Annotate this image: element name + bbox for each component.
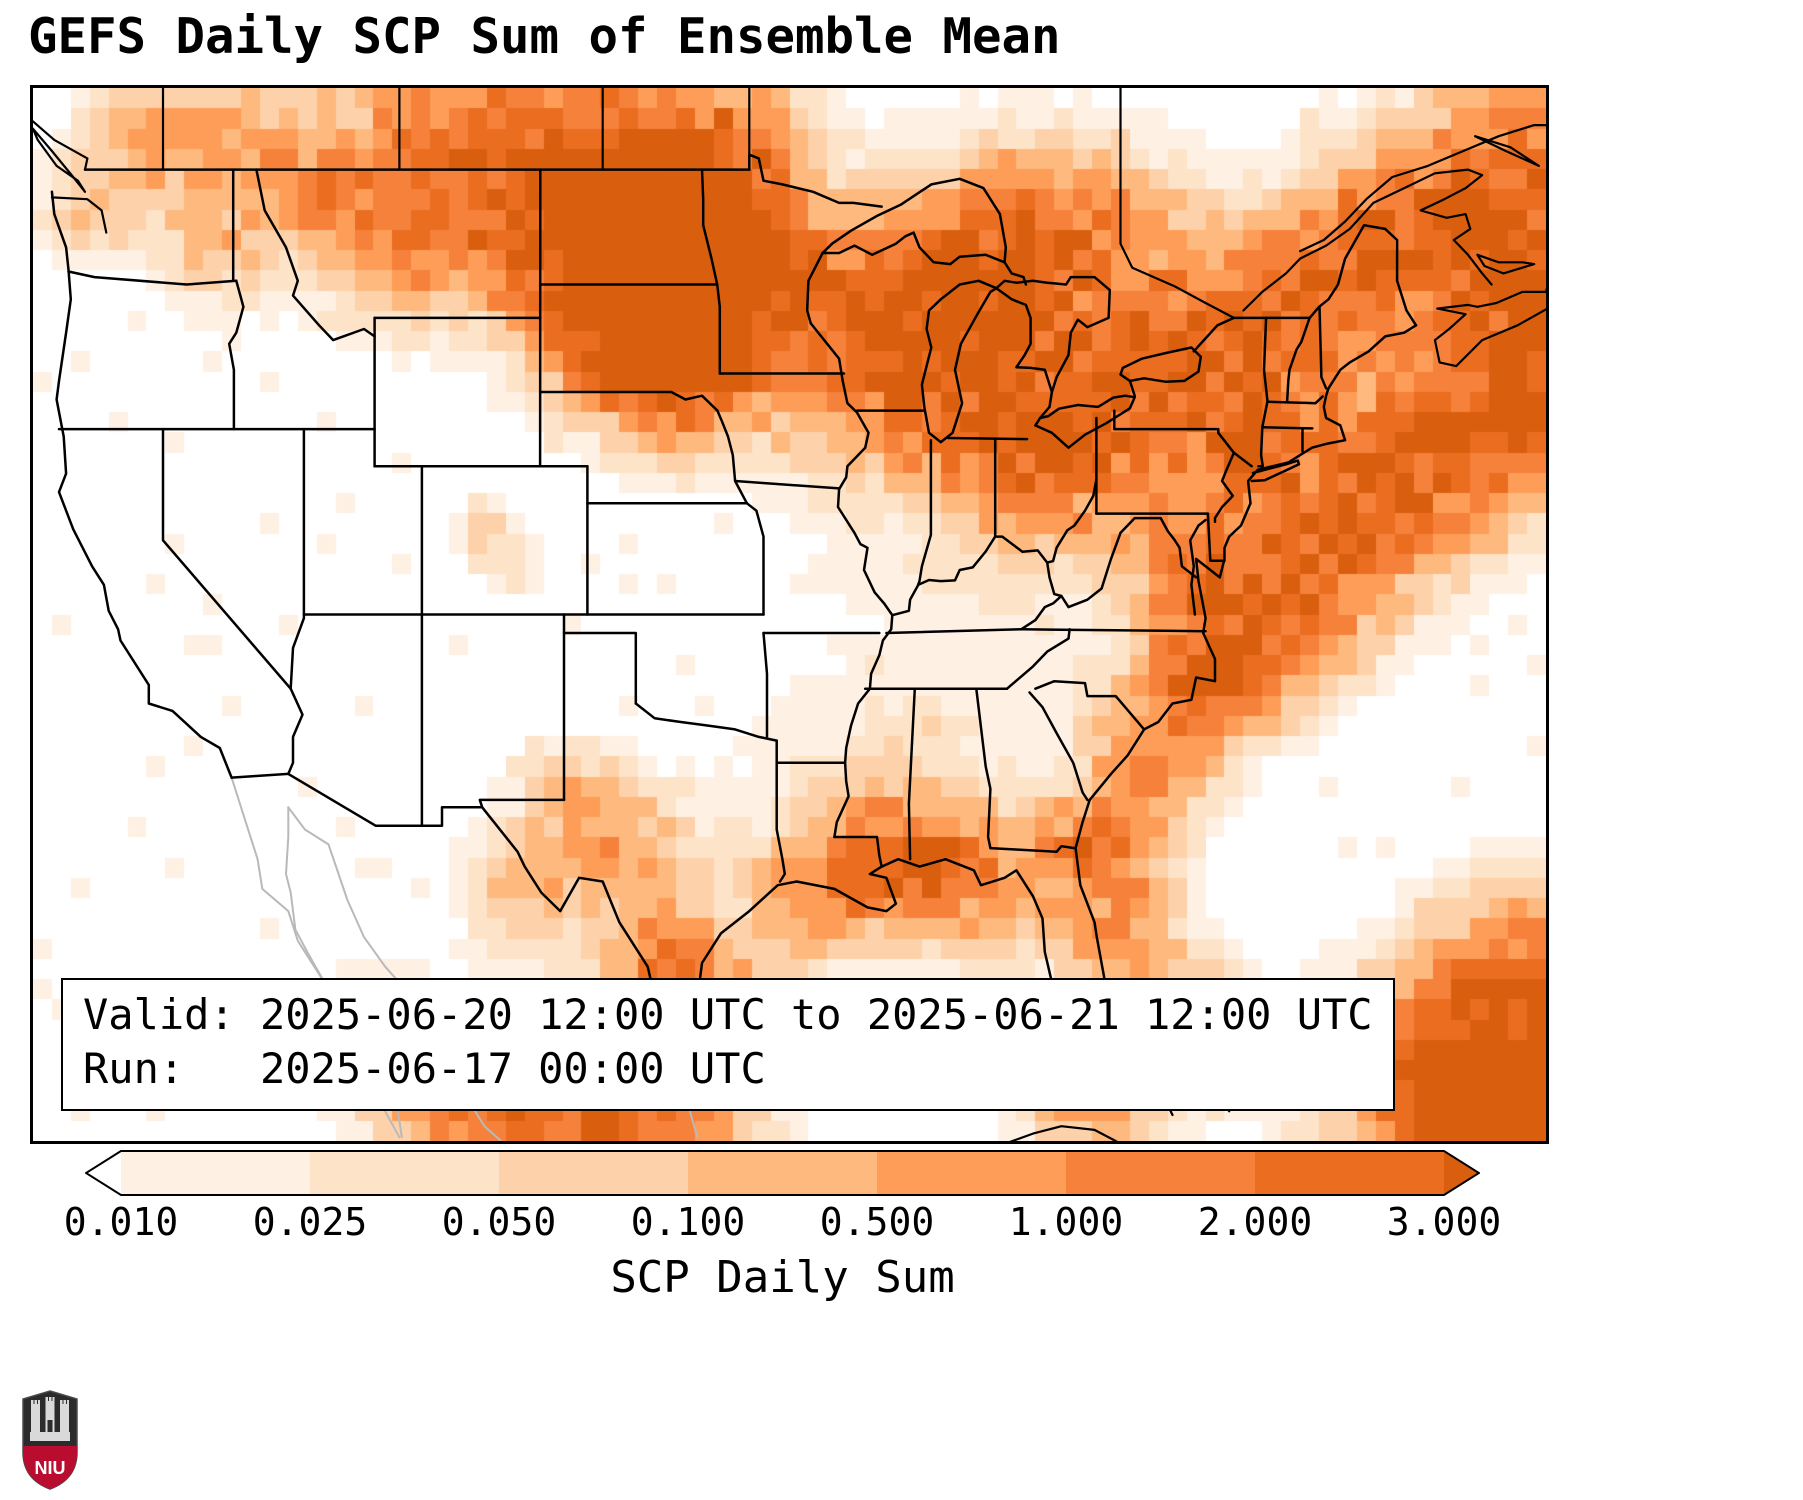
colorbar-tick-label: 0.010	[63, 1200, 179, 1244]
colorbar-ticks: 0.010 0.025 0.050 0.100 0.500 1.000 2.000 3.000	[64, 1200, 1501, 1246]
heatmap-canvas	[33, 88, 1546, 1141]
colorbar-tick-label: 0.500	[819, 1200, 935, 1244]
colorbar-tick-label: 0.025	[252, 1200, 368, 1244]
colorbar-tick-label: 1.000	[1008, 1200, 1124, 1244]
niu-red-band	[23, 1446, 77, 1489]
colorbar-tick-label: 0.100	[630, 1200, 746, 1244]
niu-logo-text: NIU	[35, 1458, 66, 1478]
niu-logo: NIU	[22, 1390, 78, 1490]
valid-time-text: Valid: 2025-06-20 12:00 UTC to 2025-06-2…	[83, 989, 1373, 1039]
colorbar-tick-label: 2.000	[1197, 1200, 1313, 1244]
colorbar-label: SCP Daily Sum	[610, 1252, 955, 1303]
weather-map: Valid: 2025-06-20 12:00 UTC to 2025-06-2…	[30, 85, 1549, 1144]
info-box: Valid: 2025-06-20 12:00 UTC to 2025-06-2…	[61, 977, 1395, 1111]
colorbar-tick-label: 0.050	[441, 1200, 557, 1244]
castle-icon	[30, 1397, 70, 1441]
colorbar	[85, 1150, 1480, 1196]
colorbar-tick-label: 3.000	[1386, 1200, 1502, 1244]
page-title: GEFS Daily SCP Sum of Ensemble Mean	[28, 8, 1061, 65]
run-time-text: Run: 2025-06-17 00:00 UTC	[83, 1044, 766, 1094]
